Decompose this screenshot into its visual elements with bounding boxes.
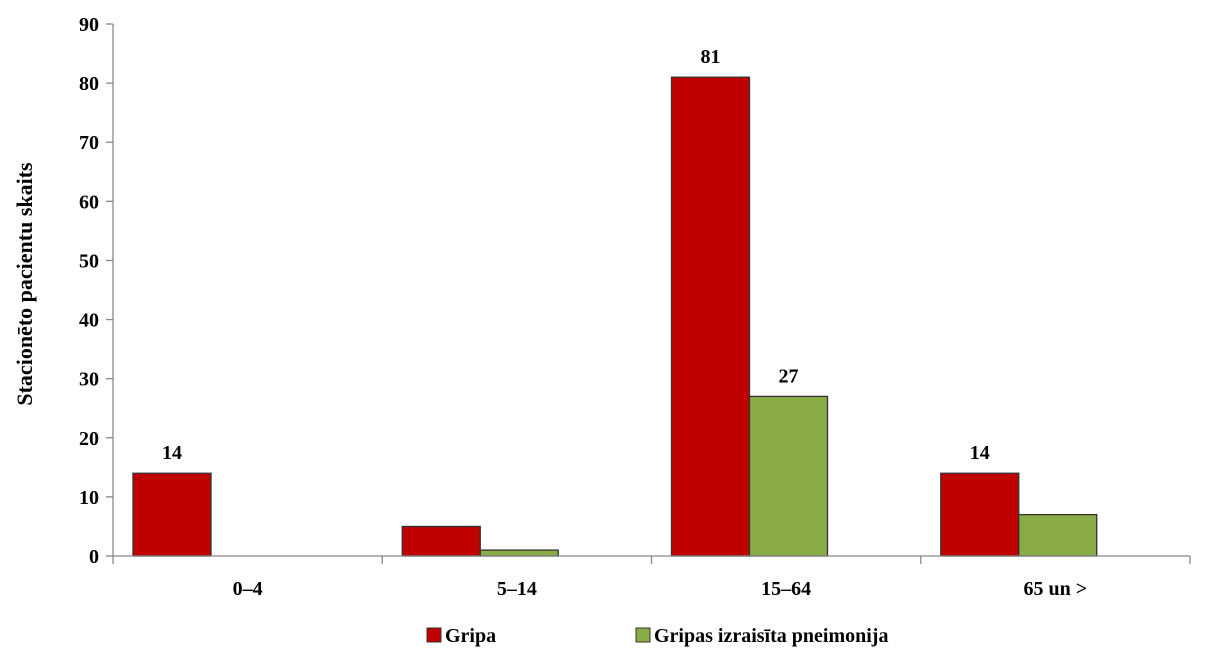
y-tick-label: 70 (79, 132, 99, 154)
x-tick-label: 0–4 (233, 578, 263, 600)
y-tick-label: 0 (89, 546, 99, 568)
bars (132, 76, 1098, 557)
x-tick-label: 65 un > (1024, 578, 1088, 600)
data-label: 14 (970, 442, 990, 464)
legend-swatch (635, 627, 651, 643)
x-axis-labels: 0–4 5–14 15–64 65 un > (233, 578, 1088, 600)
y-tick-label: 40 (79, 310, 99, 332)
data-label: 27 (779, 365, 799, 387)
legend: Gripa Gripas izraisīta pneimonija (426, 625, 888, 647)
y-tick-label: 80 (79, 73, 99, 95)
x-tick-label: 5–14 (497, 578, 537, 600)
y-axis-ticks: 0 10 20 30 40 50 60 70 80 90 (79, 14, 99, 568)
bar-gripa (670, 76, 751, 557)
y-tick-label: 10 (79, 487, 99, 509)
legend-label: Gripas izraisīta pneimonija (654, 625, 888, 647)
y-tick-label: 90 (79, 14, 99, 36)
legend-label: Gripa (445, 625, 496, 647)
bar-gripa (940, 472, 1020, 557)
y-tick-label: 30 (79, 369, 99, 391)
x-tick-label: 15–64 (761, 578, 811, 600)
bar-pneimonija (479, 549, 559, 557)
y-tick-label: 20 (79, 428, 99, 450)
data-label: 81 (701, 46, 721, 68)
bar-gripa (401, 525, 481, 557)
data-labels: 14 81 27 14 (162, 46, 990, 464)
legend-swatch (426, 627, 442, 643)
y-tick-label: 60 (79, 191, 99, 213)
y-tick-label: 50 (79, 250, 99, 272)
axes (106, 23, 1191, 564)
bar-pneimonija (1018, 513, 1098, 557)
bar-gripa (132, 472, 212, 557)
bar-pneimonija (748, 395, 829, 557)
y-axis-title: Stacionēto pacientu skaits (12, 162, 37, 406)
data-label: 14 (162, 442, 182, 464)
